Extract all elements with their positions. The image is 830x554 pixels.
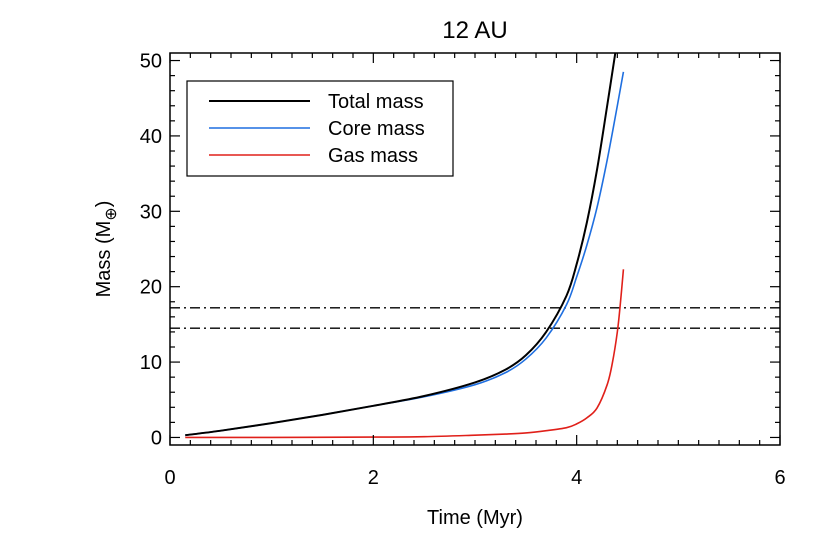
chart-title: 12 AU (442, 17, 507, 44)
y-axis-title-main: Mass (M (93, 221, 115, 298)
x-tick-label: 2 (368, 467, 379, 489)
x-tick-label: 6 (774, 467, 785, 489)
x-tick-label: 4 (571, 467, 582, 489)
legend: Total mass Core mass Gas mass (186, 80, 454, 177)
y-axis-title-close: ) (93, 201, 115, 208)
y-axis-tick-labels: 0 10 20 30 40 50 (140, 51, 162, 450)
y-axis-title-sub: ⊕ (103, 207, 120, 220)
y-tick-label: 40 (140, 126, 162, 148)
x-axis-title: Time (Myr) (427, 507, 523, 529)
x-axis-ticks (169, 53, 781, 445)
reference-lines (170, 307, 780, 329)
x-axis-tick-labels: 0 2 4 6 (164, 467, 785, 489)
y-tick-label: 30 (140, 201, 162, 223)
series-group (185, 53, 625, 439)
y-axis-title: Mass (M⊕) (93, 201, 120, 298)
legend-label-total-mass: Total mass (328, 91, 424, 113)
legend-label-gas-mass: Gas mass (328, 145, 418, 167)
y-tick-label: 10 (140, 352, 162, 374)
series-line-gas-mass (185, 269, 625, 439)
y-tick-label: 0 (151, 427, 162, 449)
legend-label-core-mass: Core mass (328, 118, 425, 140)
series-line-total-mass (185, 53, 617, 437)
x-tick-label: 0 (164, 467, 175, 489)
y-tick-label: 20 (140, 277, 162, 299)
y-axis-ticks (170, 59, 780, 439)
y-tick-label: 50 (140, 51, 162, 73)
svg-text:Mass (M⊕): Mass (M⊕) (93, 201, 120, 298)
